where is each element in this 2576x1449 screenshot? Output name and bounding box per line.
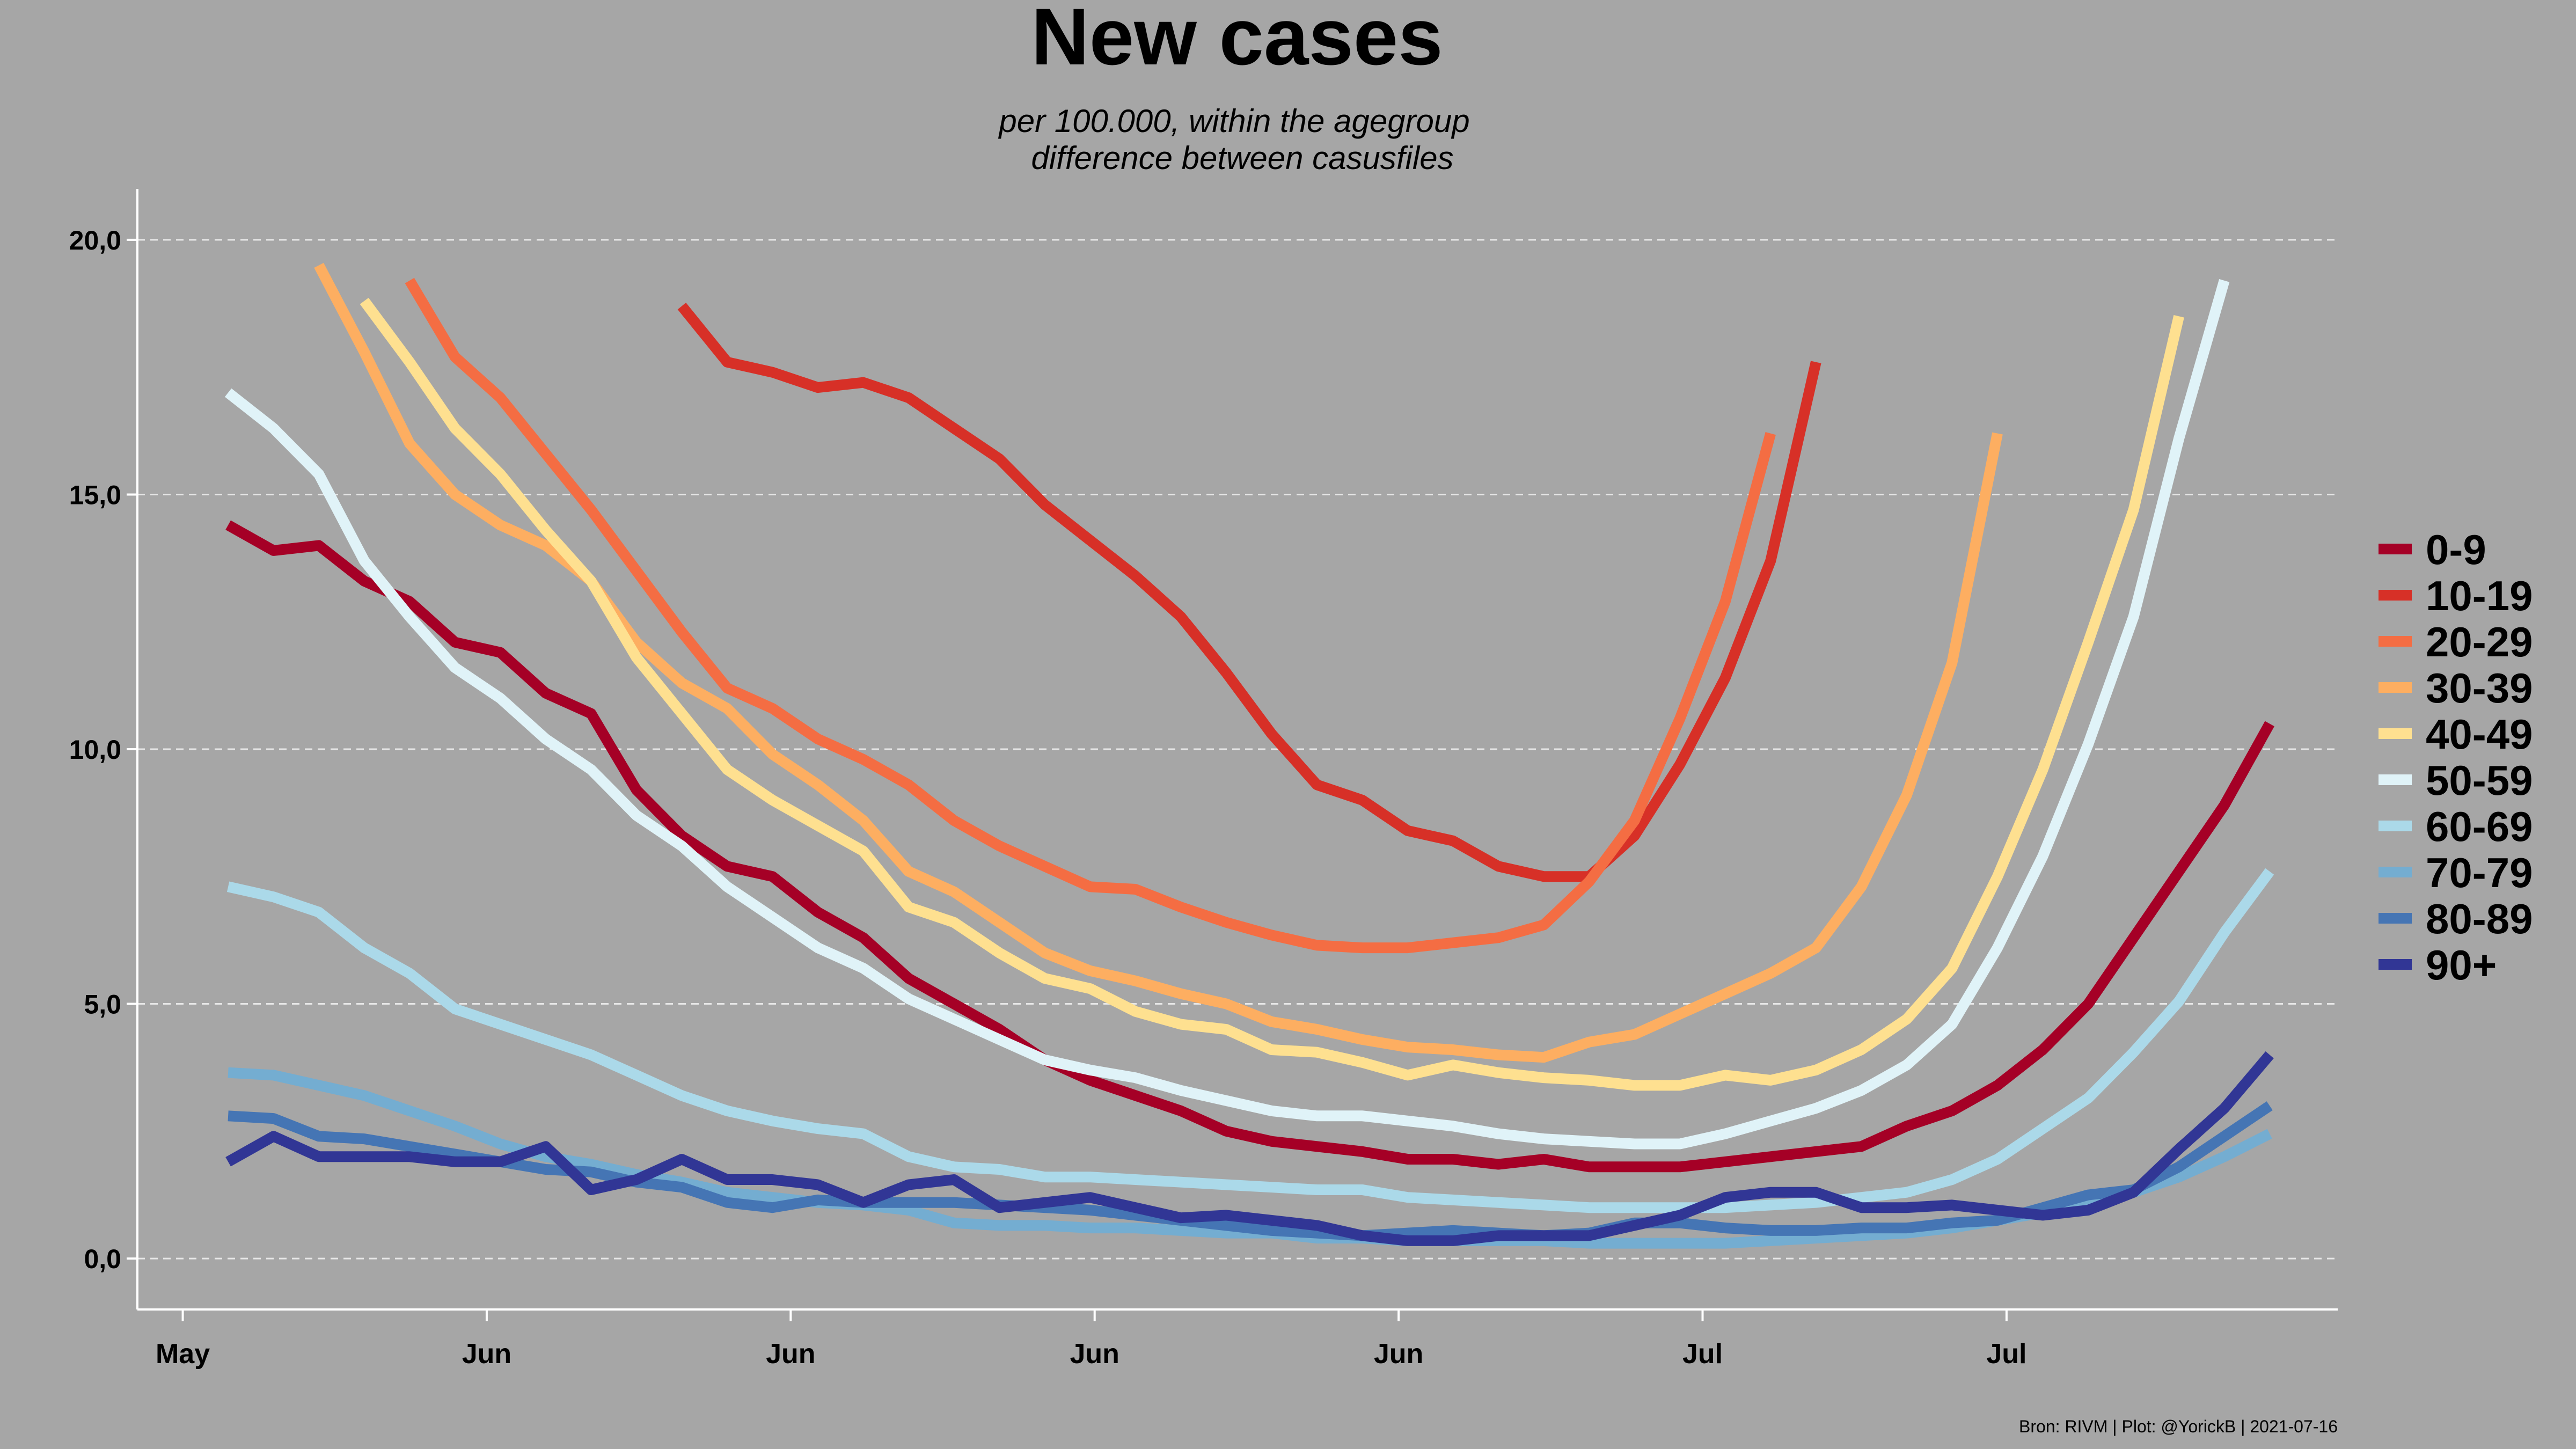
legend-label: 20-29 (2426, 618, 2533, 665)
series-line-10-19 (677, 303, 1821, 882)
x-tick-label: May (156, 1338, 210, 1370)
chart-title: New cases (1031, 0, 1443, 82)
legend: 0-910-1920-2930-3940-4950-5960-6970-7980… (2379, 526, 2533, 989)
chart-caption: Bron: RIVM | Plot: @YorickB | 2021-07-16 (2019, 1417, 2338, 1436)
y-tick-label: 10,0 (69, 735, 121, 765)
gridlines (137, 239, 2338, 1260)
y-tick-label: 20,0 (69, 225, 121, 255)
legend-label: 50-59 (2426, 757, 2533, 804)
legend-label: 30-39 (2426, 664, 2533, 712)
legend-label: 80-89 (2426, 895, 2533, 942)
chart-subtitle-line-1: per 100.000, within the agegroup (998, 103, 1469, 139)
legend-label: 0-9 (2426, 526, 2486, 573)
series-line-90+ (225, 1051, 2274, 1246)
series-line-60-69 (226, 868, 2274, 1213)
y-tick-label: 0,0 (84, 1244, 121, 1274)
x-tick-label: Jul (1682, 1338, 1723, 1370)
x-tick-label: Jun (462, 1338, 511, 1370)
chart-subtitle-line-2: difference between casusfiles (1031, 140, 1453, 176)
series-line-40-49 (360, 297, 2184, 1091)
legend-label: 10-19 (2426, 572, 2533, 619)
y-tick-label: 5,0 (84, 990, 121, 1020)
x-tick-label: Jun (1070, 1338, 1119, 1370)
axes: 0,0 5,0 10,0 15,0 20,0 May Jun Jun Jun Jun Jul Jul (69, 189, 2338, 1370)
legend-label: 60-69 (2426, 803, 2533, 850)
series-lines (224, 262, 2274, 1249)
x-tick-label: Jun (1374, 1338, 1423, 1370)
series-line-30-39 (314, 262, 2003, 1063)
x-tick-label: Jul (1986, 1338, 2026, 1370)
series-line-20-29 (405, 277, 1776, 954)
legend-label: 40-49 (2426, 711, 2533, 758)
series-line-0-9 (225, 520, 2274, 1173)
legend-label: 90+ (2426, 941, 2497, 989)
x-tick-label: Jun (766, 1338, 815, 1370)
series-line-50-59 (224, 279, 2230, 1150)
legend-label: 70-79 (2426, 849, 2533, 896)
y-tick-label: 15,0 (69, 480, 121, 510)
